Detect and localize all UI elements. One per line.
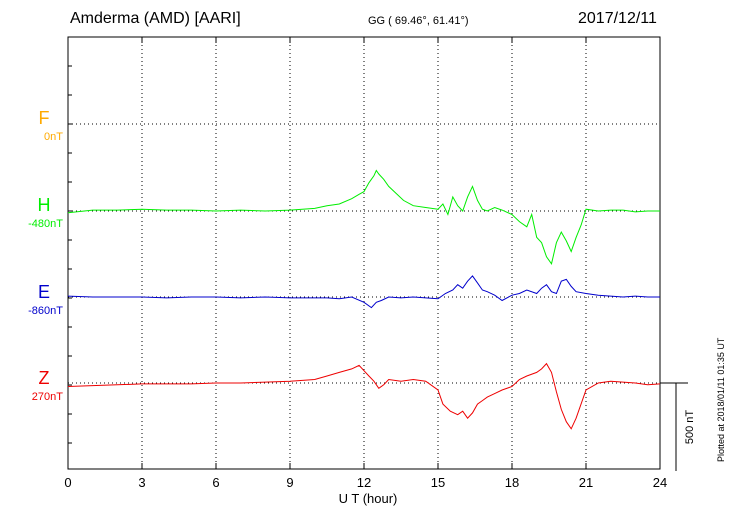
series-h-name: H xyxy=(38,195,51,215)
x-axis: 0 3 6 9 12 15 18 21 24 xyxy=(64,37,667,490)
x-tick-label: 3 xyxy=(138,475,145,490)
scale-bar-label: 500 nT xyxy=(684,410,696,445)
station-title: Amderma (AMD) [AARI] xyxy=(70,10,241,27)
x-tick-label: 15 xyxy=(431,475,445,490)
x-tick-label: 0 xyxy=(64,475,71,490)
series-e-line xyxy=(67,275,660,309)
x-axis-label: U T (hour) xyxy=(339,491,398,506)
series-e-name: E xyxy=(38,282,50,302)
grid xyxy=(68,37,660,469)
series-z-baseline: 270nT xyxy=(32,391,63,403)
plot-date: 2017/12/11 xyxy=(578,10,657,27)
x-tick-label: 18 xyxy=(505,475,519,490)
x-tick-label: 24 xyxy=(653,475,667,490)
x-tick-label: 9 xyxy=(286,475,293,490)
series-f-name: F xyxy=(39,108,50,128)
scale-bar: 500 nT xyxy=(660,382,696,471)
series-h-line xyxy=(67,169,660,265)
x-tick-label: 12 xyxy=(357,475,371,490)
series-z-name: Z xyxy=(39,368,50,388)
series-lines xyxy=(67,169,661,430)
series-z-line xyxy=(67,362,661,430)
x-tick-label: 6 xyxy=(212,475,219,490)
x-tick-label: 21 xyxy=(579,475,593,490)
plotted-timestamp: Plotted at 2018/01/11 01:35 UT xyxy=(716,337,726,462)
series-e-baseline: -860nT xyxy=(28,305,63,317)
series-h-baseline: -480nT xyxy=(28,218,63,230)
geo-coordinates: GG ( 69.46°, 61.41°) xyxy=(368,15,469,27)
series-labels: F 0nT H -480nT E -860nT Z 270nT xyxy=(28,108,63,403)
series-f-baseline: 0nT xyxy=(44,131,63,143)
